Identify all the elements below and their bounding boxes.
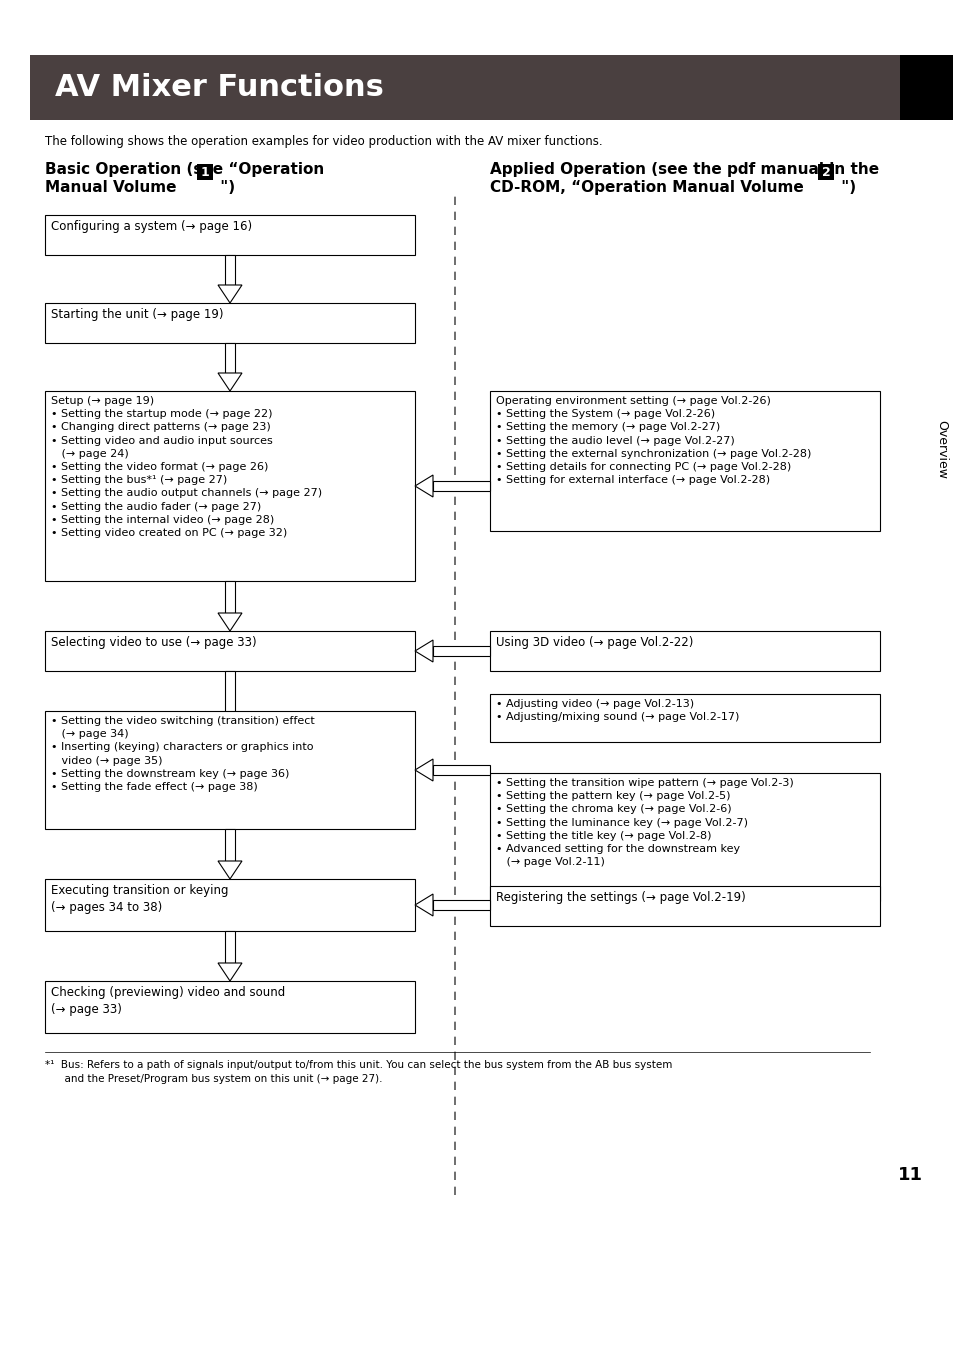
Bar (817, 163, 833, 180)
Bar (225, 255, 234, 285)
Text: CD-ROM, “Operation Manual Volume: CD-ROM, “Operation Manual Volume (490, 180, 808, 194)
Text: "): ") (835, 180, 855, 194)
FancyBboxPatch shape (45, 879, 415, 931)
Bar (225, 580, 234, 613)
Bar (225, 829, 234, 861)
FancyBboxPatch shape (45, 981, 415, 1033)
FancyBboxPatch shape (490, 630, 879, 671)
FancyBboxPatch shape (490, 774, 879, 900)
FancyBboxPatch shape (490, 694, 879, 742)
Text: Setup (→ page 19)
• Setting the startup mode (→ page 22)
• Changing direct patte: Setup (→ page 19) • Setting the startup … (51, 396, 322, 539)
Text: "): ") (214, 180, 234, 194)
Polygon shape (218, 373, 242, 391)
Bar (225, 671, 234, 733)
Bar (225, 343, 234, 373)
Text: Overview: Overview (935, 420, 947, 479)
Text: • Adjusting video (→ page Vol.2-13)
• Adjusting/mixing sound (→ page Vol.2-17): • Adjusting video (→ page Vol.2-13) • Ad… (496, 699, 739, 722)
Bar (225, 931, 234, 963)
Text: Using 3D video (→ page Vol.2-22): Using 3D video (→ page Vol.2-22) (496, 636, 693, 649)
FancyBboxPatch shape (490, 886, 879, 926)
Text: AV Mixer Functions: AV Mixer Functions (55, 73, 383, 103)
Polygon shape (415, 894, 433, 917)
Polygon shape (218, 613, 242, 630)
Text: 11: 11 (897, 1166, 922, 1184)
Bar (196, 163, 213, 180)
Bar (433, 900, 490, 910)
Text: • Setting the transition wipe pattern (→ page Vol.2-3)
• Setting the pattern key: • Setting the transition wipe pattern (→… (496, 778, 793, 867)
FancyBboxPatch shape (490, 392, 879, 531)
FancyBboxPatch shape (45, 630, 415, 671)
Bar (30, 55, 899, 120)
Bar (899, 55, 953, 120)
Text: Starting the unit (→ page 19): Starting the unit (→ page 19) (51, 308, 223, 321)
Text: 1: 1 (200, 166, 209, 178)
Text: 2: 2 (821, 166, 829, 178)
Text: Applied Operation (see the pdf manual in the: Applied Operation (see the pdf manual in… (490, 162, 879, 177)
FancyBboxPatch shape (45, 302, 415, 343)
Text: Registering the settings (→ page Vol.2-19): Registering the settings (→ page Vol.2-1… (496, 891, 745, 904)
Polygon shape (218, 963, 242, 981)
Polygon shape (415, 640, 433, 662)
Text: Basic Operation (see “Operation: Basic Operation (see “Operation (45, 162, 324, 177)
Bar (433, 647, 490, 656)
Text: • Setting the video switching (transition) effect
   (→ page 34)
• Inserting (ke: • Setting the video switching (transitio… (51, 716, 314, 792)
Text: Executing transition or keying
(→ pages 34 to 38): Executing transition or keying (→ pages … (51, 884, 229, 914)
Text: Configuring a system (→ page 16): Configuring a system (→ page 16) (51, 220, 252, 234)
Bar (433, 481, 490, 491)
Text: Manual Volume: Manual Volume (45, 180, 182, 194)
Polygon shape (218, 861, 242, 879)
Text: Operating environment setting (→ page Vol.2-26)
• Setting the System (→ page Vol: Operating environment setting (→ page Vo… (496, 396, 810, 485)
Polygon shape (218, 733, 242, 751)
Text: Checking (previewing) video and sound
(→ page 33): Checking (previewing) video and sound (→… (51, 986, 285, 1017)
Polygon shape (415, 759, 433, 782)
Polygon shape (415, 475, 433, 497)
Text: The following shows the operation examples for video production with the AV mixe: The following shows the operation exampl… (45, 135, 602, 148)
Text: *¹  Bus: Refers to a path of signals input/output to/from this unit. You can sel: *¹ Bus: Refers to a path of signals inpu… (45, 1060, 672, 1084)
Polygon shape (218, 285, 242, 302)
FancyBboxPatch shape (45, 392, 415, 580)
FancyBboxPatch shape (45, 711, 415, 829)
Bar (433, 765, 490, 775)
FancyBboxPatch shape (45, 215, 415, 255)
Text: Selecting video to use (→ page 33): Selecting video to use (→ page 33) (51, 636, 256, 649)
